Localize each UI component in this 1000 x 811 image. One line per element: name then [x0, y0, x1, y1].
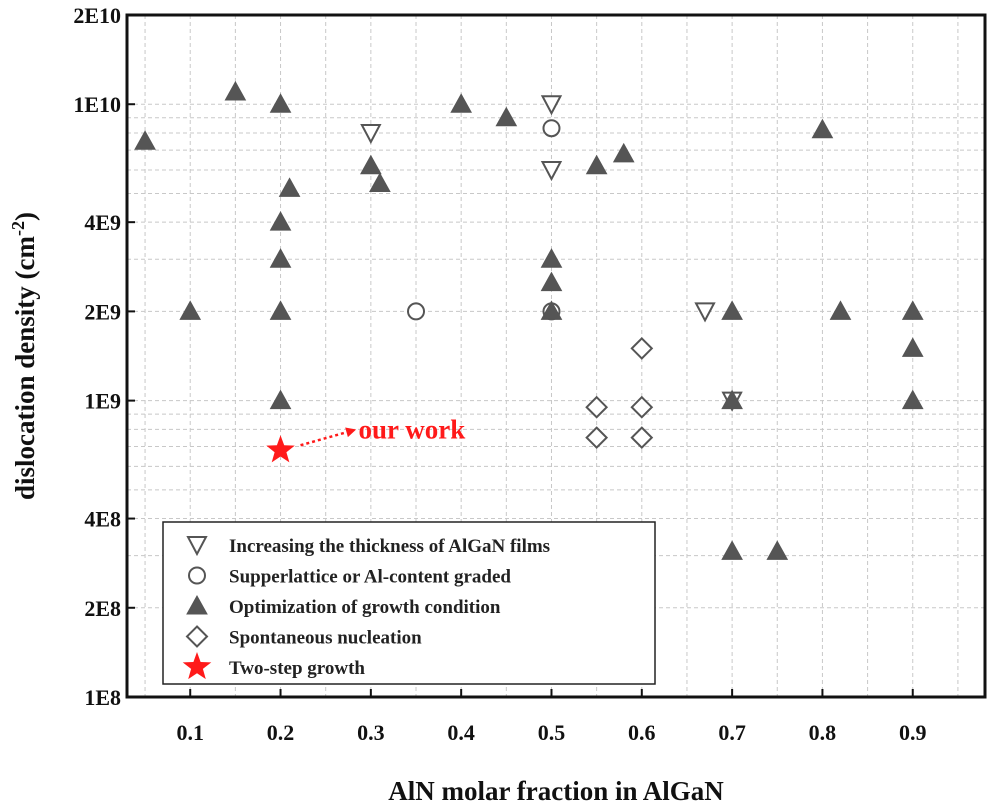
- data-point: [179, 300, 202, 320]
- data-point: [721, 540, 743, 560]
- data-point: [829, 300, 852, 320]
- data-point: [266, 435, 295, 463]
- y-tick-label: 2E9: [84, 299, 121, 324]
- data-point: [585, 154, 608, 175]
- y-tick-label: 2E8: [84, 596, 121, 621]
- data-point: [224, 80, 247, 101]
- x-axis-title: AlN molar fraction in AlGaN: [388, 776, 724, 806]
- data-point: [269, 300, 292, 320]
- legend-item-2: Optimization of growth condition: [186, 594, 501, 618]
- x-tick-label: 0.8: [809, 720, 837, 745]
- y-axis-title-close: ): [10, 212, 40, 221]
- x-tick-label: 0.6: [628, 720, 656, 745]
- data-point: [269, 389, 292, 410]
- data-point: [901, 389, 924, 410]
- y-tick-label: 4E9: [84, 210, 121, 235]
- data-point: [540, 248, 563, 268]
- x-tick-label: 0.9: [899, 720, 927, 745]
- annotation-arrowhead: [345, 427, 357, 438]
- data-point: [269, 211, 292, 231]
- data-point: [360, 154, 382, 175]
- legend-item-3: Spontaneous nucleation: [185, 625, 422, 649]
- data-point: [721, 300, 743, 320]
- data-point: [630, 426, 654, 450]
- legend-label: Optimization of growth condition: [229, 597, 501, 618]
- data-point: [269, 93, 292, 113]
- data-point: [766, 540, 789, 560]
- x-tick-label: 0.1: [176, 720, 204, 745]
- data-point: [407, 302, 426, 321]
- y-axis-title: dislocation density (cm-2): [8, 212, 40, 500]
- y-tick-label: 1E9: [84, 389, 121, 414]
- data-point: [540, 160, 563, 182]
- data-point: [450, 93, 473, 113]
- legend-marker: [186, 536, 208, 557]
- data-point: [542, 119, 561, 138]
- x-tick-label: 0.4: [447, 720, 475, 745]
- y-tick-label: 1E10: [73, 92, 121, 117]
- data-point: [694, 302, 716, 323]
- data-point: [612, 142, 635, 163]
- series-3: [585, 337, 654, 450]
- data-point: [278, 177, 301, 197]
- x-tick-label: 0.5: [538, 720, 566, 745]
- y-axis-title-sup: -2: [8, 221, 28, 236]
- x-tick-label: 0.7: [718, 720, 746, 745]
- legend-item-0: Increasing the thickness of AlGaN films: [186, 536, 550, 557]
- legend-item-1: Supperlattice or Al-content graded: [188, 566, 511, 588]
- legend-marker: [186, 594, 208, 615]
- data-point: [585, 395, 609, 419]
- data-marks: [134, 80, 924, 560]
- annotation: our work: [300, 414, 466, 447]
- data-point: [901, 300, 924, 320]
- plot-frame: [125, 13, 987, 699]
- legend-label: Increasing the thickness of AlGaN films: [229, 536, 550, 557]
- data-point: [540, 271, 563, 292]
- data-point: [540, 300, 563, 320]
- data-point: [495, 106, 518, 127]
- y-axis-ticks: 1E8 2E8 4E8 1E9 2E9 4E9 1E10 2E10: [73, 3, 135, 710]
- legend-label: Spontaneous nucleation: [229, 628, 422, 649]
- data-point: [540, 95, 563, 116]
- data-point: [811, 118, 834, 139]
- x-tick-label: 0.3: [357, 720, 385, 745]
- series-2: [134, 80, 924, 560]
- y-tick-label: 4E8: [84, 507, 121, 532]
- data-point: [369, 172, 391, 193]
- data-point: [269, 248, 292, 268]
- legend-marker: [182, 652, 212, 680]
- y-axis-title-main: dislocation density (cm: [10, 235, 40, 500]
- annotation-arrow: [300, 431, 347, 447]
- legend-marker: [185, 625, 209, 648]
- y-tick-label: 2E10: [73, 3, 121, 28]
- x-tick-label: 0.2: [267, 720, 295, 745]
- data-point: [630, 337, 654, 360]
- legend-box: [162, 521, 656, 685]
- data-point: [585, 426, 609, 450]
- data-point: [901, 337, 924, 357]
- data-point: [360, 123, 382, 145]
- legend: Increasing the thickness of AlGaN films S…: [162, 521, 656, 685]
- data-point: [134, 130, 156, 150]
- y-tick-label: 1E8: [84, 685, 121, 710]
- annotation-our-work: our work: [359, 414, 466, 444]
- legend-label: Supperlattice or Al-content graded: [229, 567, 511, 588]
- series-4: [266, 435, 295, 463]
- legend-item-4: Two-step growth: [182, 652, 365, 680]
- legend-label: Two-step growth: [229, 658, 365, 679]
- data-point: [721, 389, 743, 410]
- legend-marker: [188, 566, 206, 585]
- data-point: [630, 395, 654, 419]
